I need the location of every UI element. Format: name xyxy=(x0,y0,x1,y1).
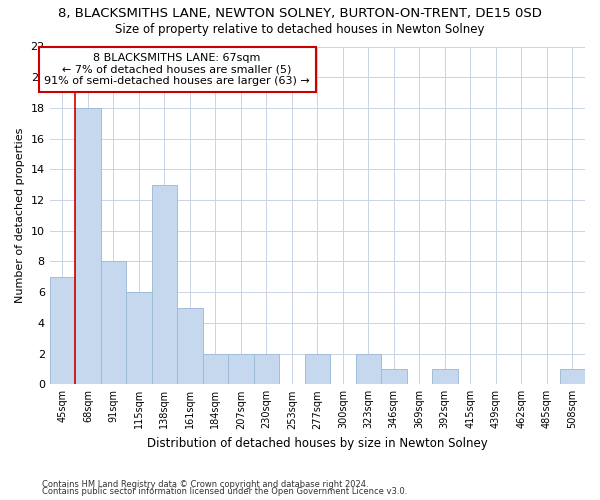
Text: 8 BLACKSMITHS LANE: 67sqm
← 7% of detached houses are smaller (5)
91% of semi-de: 8 BLACKSMITHS LANE: 67sqm ← 7% of detach… xyxy=(44,53,310,86)
Y-axis label: Number of detached properties: Number of detached properties xyxy=(15,128,25,303)
Text: Contains public sector information licensed under the Open Government Licence v3: Contains public sector information licen… xyxy=(42,487,407,496)
X-axis label: Distribution of detached houses by size in Newton Solney: Distribution of detached houses by size … xyxy=(147,437,488,450)
Bar xyxy=(126,292,152,384)
Bar xyxy=(305,354,330,384)
Bar xyxy=(254,354,279,384)
Text: 8, BLACKSMITHS LANE, NEWTON SOLNEY, BURTON-ON-TRENT, DE15 0SD: 8, BLACKSMITHS LANE, NEWTON SOLNEY, BURT… xyxy=(58,8,542,20)
Text: Contains HM Land Registry data © Crown copyright and database right 2024.: Contains HM Land Registry data © Crown c… xyxy=(42,480,368,489)
Bar xyxy=(50,277,75,384)
Bar xyxy=(560,369,585,384)
Bar xyxy=(203,354,228,384)
Bar xyxy=(228,354,254,384)
Bar xyxy=(432,369,458,384)
Bar xyxy=(101,262,126,384)
Text: Size of property relative to detached houses in Newton Solney: Size of property relative to detached ho… xyxy=(115,22,485,36)
Bar xyxy=(177,308,203,384)
Bar xyxy=(75,108,101,384)
Bar xyxy=(356,354,381,384)
Bar xyxy=(381,369,407,384)
Bar xyxy=(152,184,177,384)
